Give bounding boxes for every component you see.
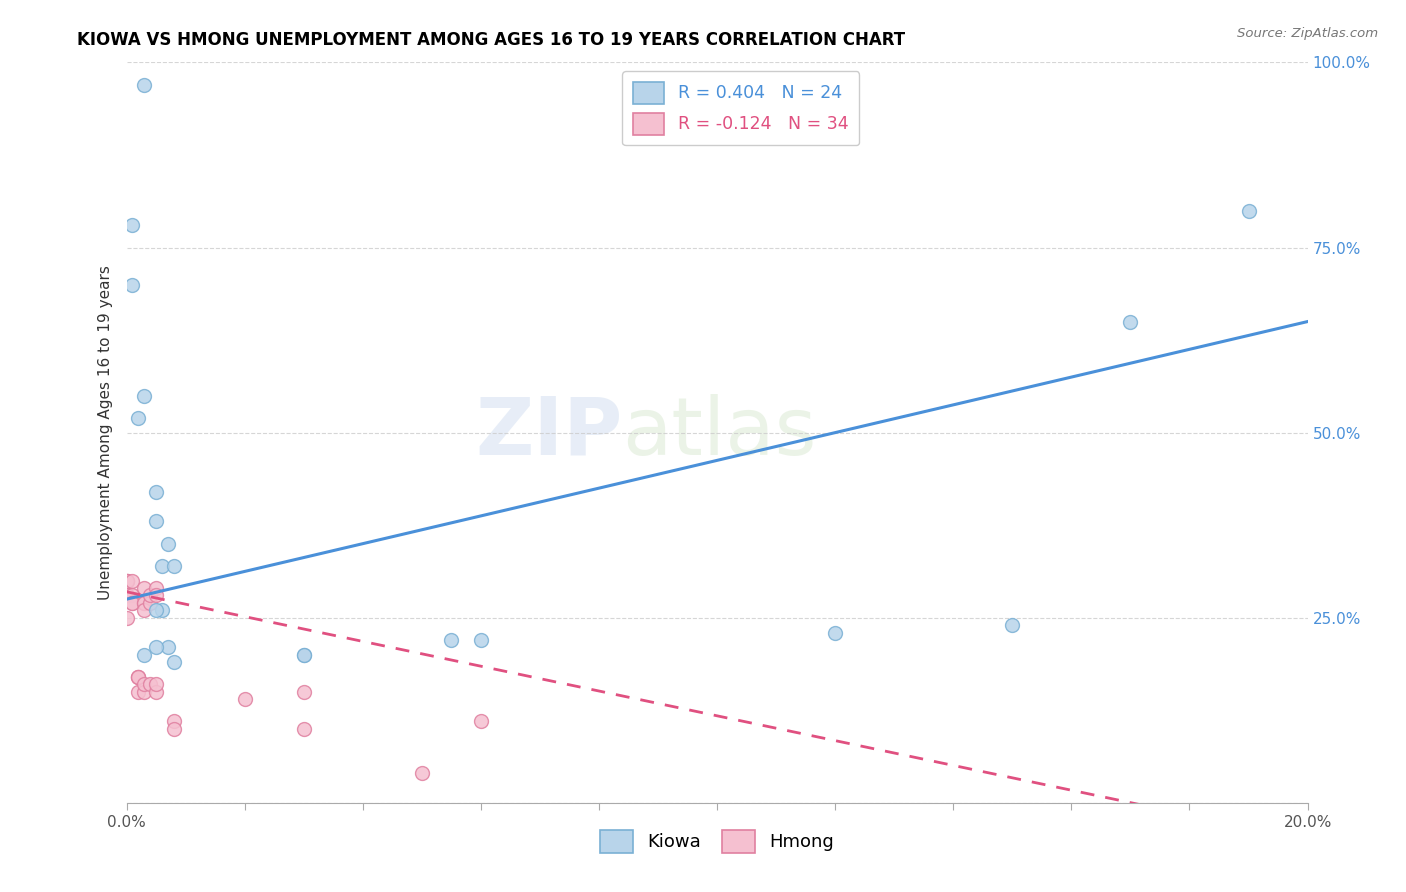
Point: [145, 677, 167, 691]
Point: [163, 714, 186, 729]
Point: [115, 574, 138, 588]
Point: [156, 536, 179, 550]
Point: [121, 596, 143, 610]
Point: [156, 640, 179, 655]
Point: [115, 589, 138, 603]
Point: [139, 589, 162, 603]
Point: [150, 558, 173, 573]
Point: [121, 589, 143, 603]
Point: [145, 640, 167, 655]
Point: [470, 714, 492, 729]
Text: ZIP: ZIP: [475, 393, 623, 472]
Point: [134, 78, 156, 92]
Point: [163, 722, 186, 736]
Point: [1237, 203, 1260, 218]
Point: [121, 574, 143, 588]
Point: [139, 596, 162, 610]
Point: [134, 648, 156, 662]
Point: [134, 685, 156, 699]
Point: [292, 685, 315, 699]
Y-axis label: Unemployment Among Ages 16 to 19 years: Unemployment Among Ages 16 to 19 years: [97, 265, 112, 600]
Point: [145, 603, 167, 617]
Point: [145, 515, 167, 529]
Point: [121, 219, 143, 233]
Point: [145, 484, 167, 499]
Point: [134, 603, 156, 617]
Point: [1001, 618, 1024, 632]
Text: atlas: atlas: [623, 393, 817, 472]
Point: [292, 648, 315, 662]
Point: [1119, 314, 1142, 328]
Point: [127, 410, 149, 425]
Legend: Kiowa, Hmong: Kiowa, Hmong: [593, 822, 841, 861]
Point: [150, 603, 173, 617]
Point: [127, 670, 149, 684]
Point: [145, 581, 167, 595]
Point: [163, 558, 186, 573]
Point: [115, 589, 138, 603]
Point: [127, 670, 149, 684]
Point: [824, 625, 846, 640]
Point: [134, 596, 156, 610]
Point: [134, 596, 156, 610]
Point: [121, 277, 143, 292]
Text: Source: ZipAtlas.com: Source: ZipAtlas.com: [1237, 27, 1378, 40]
Point: [411, 766, 433, 780]
Point: [145, 685, 167, 699]
Point: [292, 722, 315, 736]
Point: [115, 574, 138, 588]
Point: [470, 632, 492, 647]
Point: [163, 655, 186, 669]
Text: KIOWA VS HMONG UNEMPLOYMENT AMONG AGES 16 TO 19 YEARS CORRELATION CHART: KIOWA VS HMONG UNEMPLOYMENT AMONG AGES 1…: [77, 31, 905, 49]
Point: [121, 596, 143, 610]
Point: [233, 692, 256, 706]
Point: [134, 677, 156, 691]
Point: [292, 648, 315, 662]
Point: [127, 685, 149, 699]
Point: [139, 677, 162, 691]
Point: [145, 589, 167, 603]
Point: [134, 388, 156, 402]
Point: [440, 632, 463, 647]
Point: [115, 574, 138, 588]
Point: [134, 581, 156, 595]
Point: [115, 610, 138, 624]
Point: [127, 670, 149, 684]
